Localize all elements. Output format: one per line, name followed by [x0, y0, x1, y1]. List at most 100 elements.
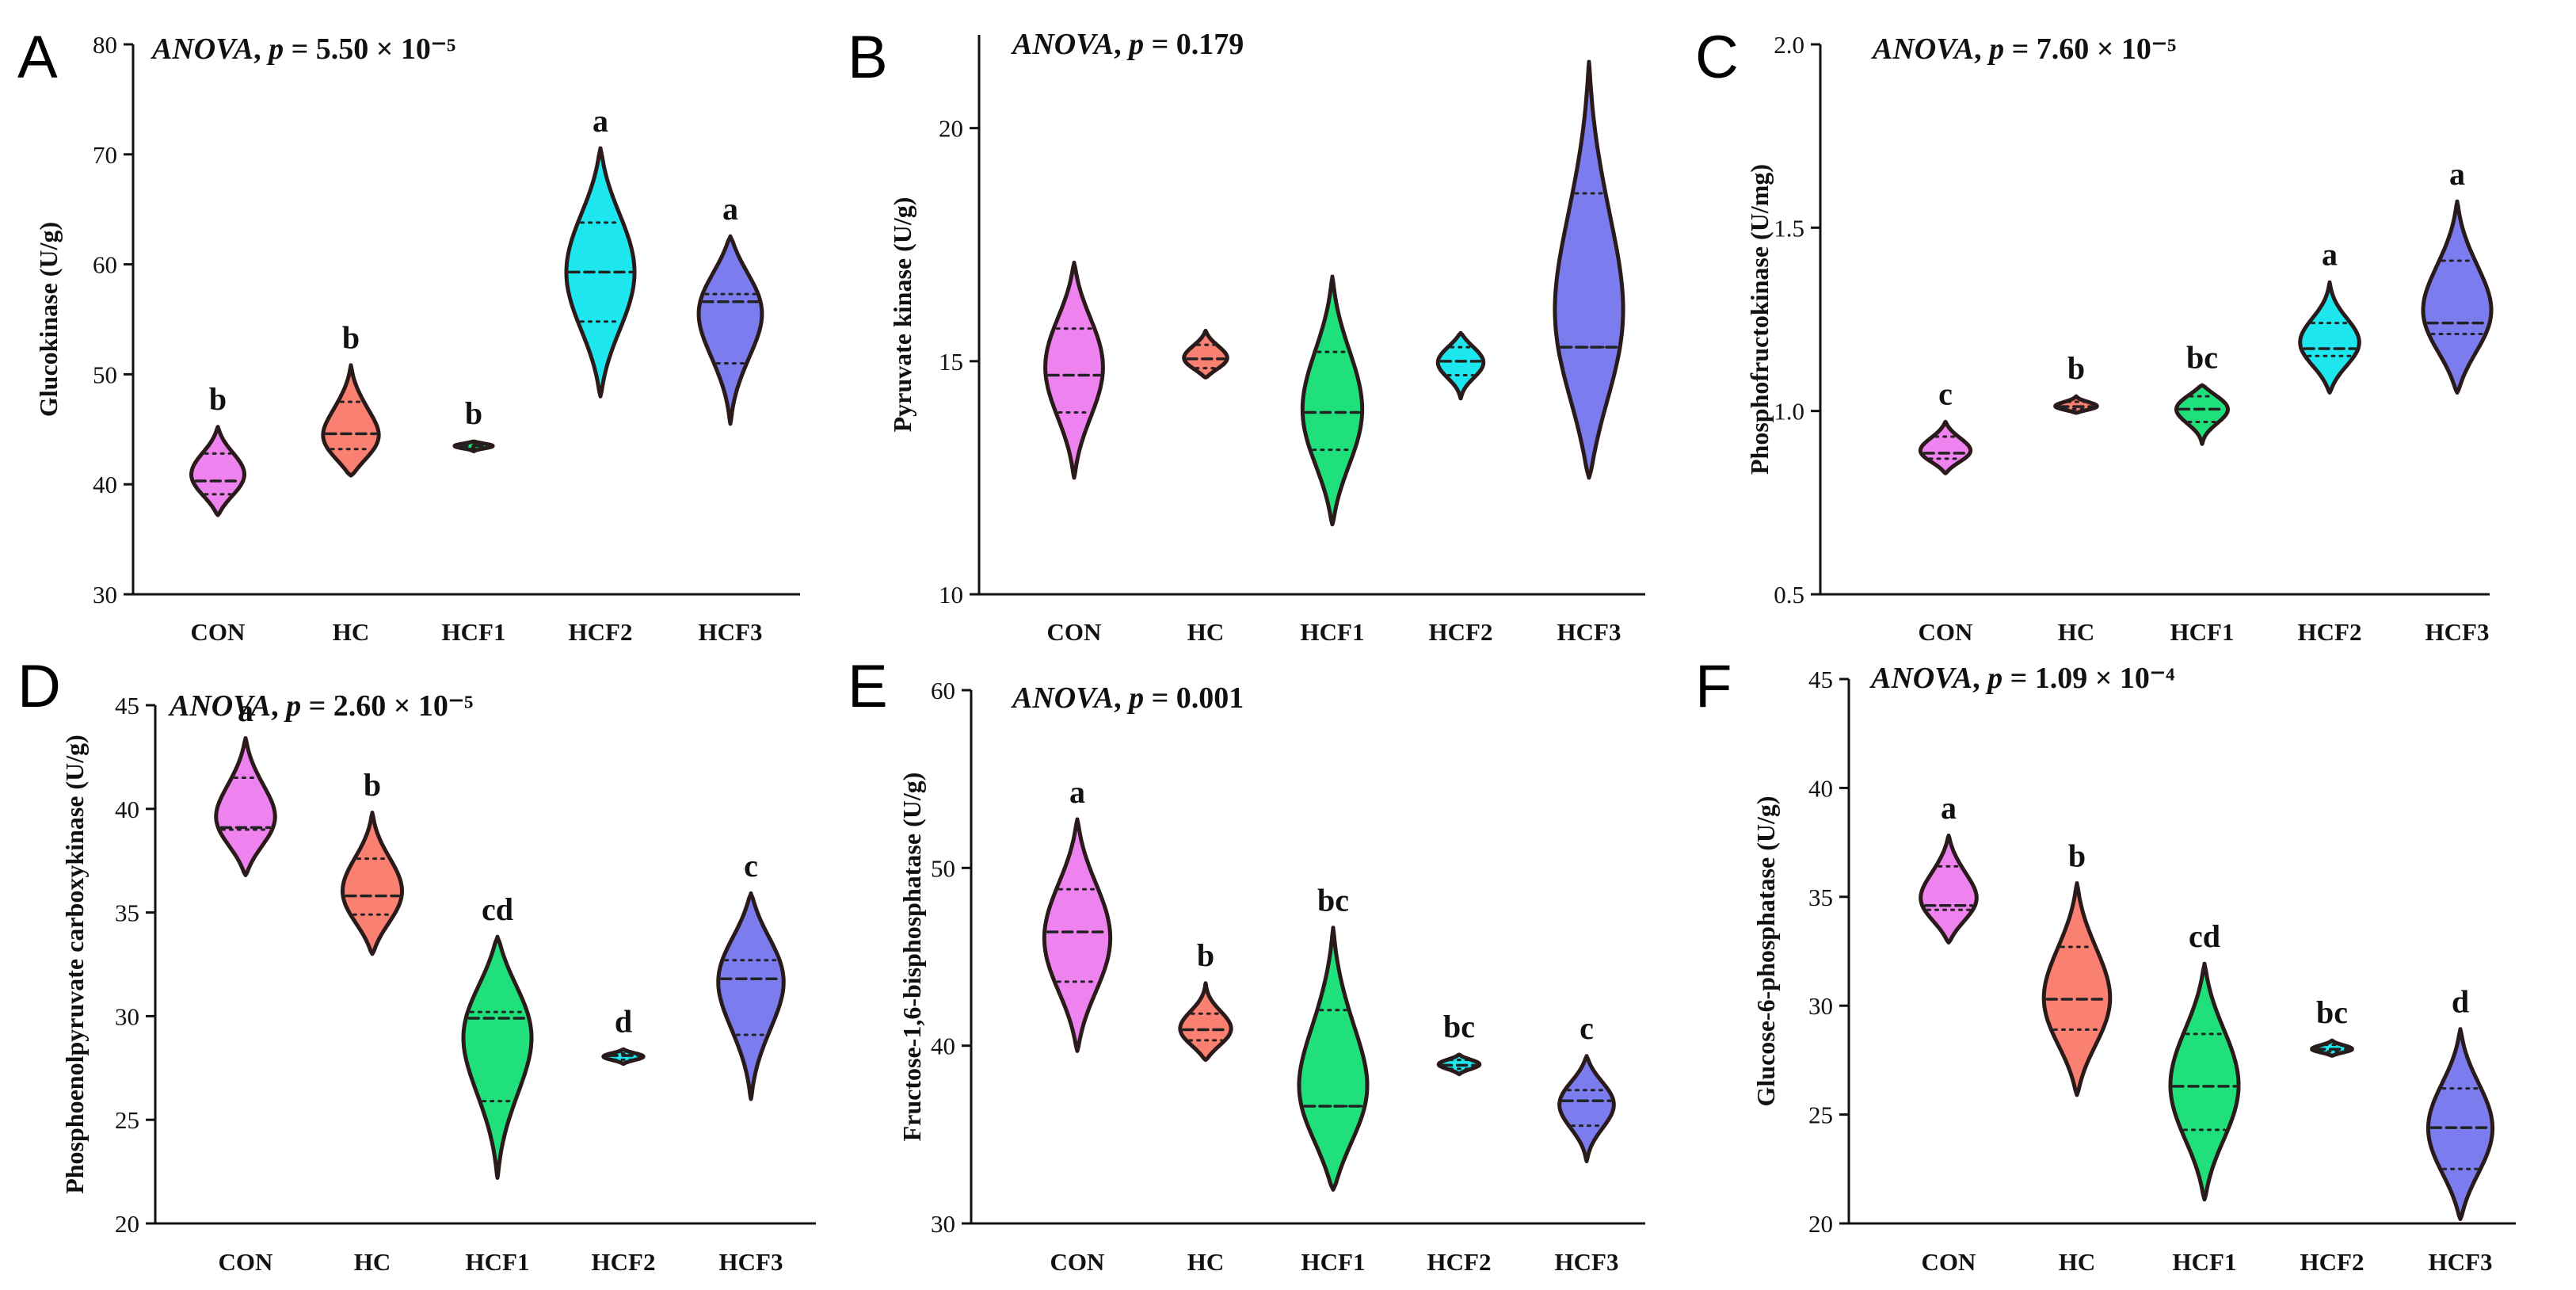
- violin-body: [1042, 817, 1113, 1053]
- violin-con: [1043, 261, 1105, 480]
- panel-letter: E: [848, 653, 888, 720]
- x-category-label: CON: [1922, 1248, 1976, 1276]
- y-tick-label: 10: [939, 581, 963, 609]
- y-tick-label: 20: [115, 1210, 139, 1238]
- violin-hc: b: [1178, 937, 1233, 1063]
- anova-sep: ,: [1114, 681, 1129, 715]
- y-tick-label: 30: [93, 581, 117, 609]
- significance-letter: b: [209, 381, 227, 417]
- violin-body: [1043, 261, 1105, 480]
- panel-letter: A: [17, 24, 58, 91]
- significance-letter: a: [238, 693, 253, 728]
- significance-letter: b: [2067, 350, 2085, 386]
- x-category-label: CON: [219, 1248, 273, 1276]
- y-axis-label: Phosphofructokinase (U/mg): [1745, 164, 1774, 475]
- anova-sep: ,: [1114, 28, 1129, 61]
- violin-body: [2041, 881, 2113, 1097]
- significance-letter: b: [1197, 937, 1214, 973]
- anova-p-value: 0.179: [1176, 28, 1244, 61]
- violin-hcf1: b: [452, 395, 495, 454]
- x-category-label: HCF2: [592, 1248, 656, 1276]
- violin-body: [214, 735, 277, 877]
- violin-body: [2425, 1027, 2495, 1221]
- x-category-label: HC: [2059, 1248, 2096, 1276]
- x-category-label: HCF3: [1555, 1248, 1619, 1276]
- violin-body: [189, 425, 246, 517]
- x-category-label: HCF1: [1301, 618, 1365, 646]
- anova-p-symbol: p: [1126, 681, 1144, 715]
- y-tick-label: 25: [115, 1106, 139, 1134]
- y-tick-label: 15: [939, 348, 963, 376]
- x-category-label: CON: [1047, 618, 1102, 646]
- significance-letter: c: [744, 848, 758, 884]
- y-tick-label: 35: [115, 899, 139, 927]
- violin-con: a: [1919, 790, 1979, 945]
- violin-body: [1300, 274, 1365, 527]
- violin-body: [1918, 419, 1973, 475]
- violin-body: [716, 891, 786, 1101]
- x-category-label: HC: [333, 618, 370, 646]
- violin-body: [1178, 981, 1233, 1063]
- significance-letter: c: [1580, 1010, 1594, 1046]
- y-tick-label: 25: [1808, 1101, 1833, 1129]
- anova-annotation: ANOVA, p = 2.60 × 10⁻⁵: [168, 689, 473, 723]
- y-tick-label: 45: [115, 692, 139, 719]
- anova-p-value: 2.60 × 10⁻⁵: [333, 689, 474, 723]
- violin-hcf1: cd: [461, 891, 534, 1180]
- y-tick-label: 50: [931, 854, 955, 882]
- x-category-label: HC: [2058, 618, 2095, 646]
- violin-hc: b: [2041, 838, 2113, 1097]
- anova-p-symbol: p: [266, 32, 284, 66]
- violin-hcf3: c: [716, 848, 786, 1101]
- significance-letter: a: [1069, 774, 1085, 810]
- violin-body: [2421, 199, 2494, 395]
- x-category-label: HCF3: [699, 618, 763, 646]
- violin-body: [2298, 280, 2361, 395]
- x-category-label: HCF2: [569, 618, 633, 646]
- anova-annotation: ANOVA, p = 1.09 × 10⁻⁴: [1869, 662, 2175, 695]
- anova-label: ANOVA: [1869, 662, 1972, 695]
- violin-hc: b: [341, 767, 404, 956]
- y-tick-label: 30: [931, 1210, 955, 1238]
- y-tick-label: 35: [1808, 884, 1833, 911]
- y-tick-label: 40: [93, 471, 117, 498]
- anova-sep: ,: [253, 32, 269, 66]
- panel-letter: C: [1695, 24, 1739, 91]
- anova-p-value: 5.50 × 10⁻⁵: [316, 32, 456, 66]
- x-category-label: HCF1: [2170, 618, 2235, 646]
- violin-body: [1553, 59, 1625, 480]
- significance-letter: bc: [1317, 883, 1349, 918]
- y-tick-label: 30: [1808, 992, 1833, 1020]
- anova-eq: =: [284, 32, 316, 66]
- x-category-label: CON: [1919, 618, 1973, 646]
- x-category-label: HCF1: [1301, 1248, 1366, 1276]
- y-axis-label: Glucose-6-phosphatase (U/g): [1751, 796, 1780, 1106]
- significance-letter: a: [722, 191, 738, 227]
- significance-letter: bc: [1443, 1009, 1475, 1044]
- significance-letter: a: [2322, 237, 2338, 273]
- y-tick-label: 20: [1808, 1210, 1833, 1238]
- violin-con: b: [189, 381, 246, 517]
- anova-eq: =: [2004, 32, 2037, 66]
- panel-letter: B: [848, 24, 888, 91]
- anova-eq: =: [301, 689, 333, 723]
- y-tick-label: 70: [93, 141, 117, 169]
- anova-annotation: ANOVA, p = 0.001: [1011, 681, 1244, 715]
- panel-a: A 30 40 50 60 70 80 Glucokinase (U/g) ANOVA, p =…: [17, 24, 800, 646]
- panel-c: C 0.5 1.0 1.5 2.0 Phosphofructokinase (U/mg) A…: [1695, 24, 2494, 646]
- violin-hcf3: a: [2421, 156, 2494, 395]
- y-axis-label: Pyruvate kinase (U/g): [888, 197, 916, 433]
- anova-p-value: 7.60 × 10⁻⁵: [2037, 32, 2177, 66]
- violin-hcf1: bc: [1297, 883, 1370, 1192]
- panel-f: F 20 25 30 35 40 45 Glucose-6-phosphatase (U/g)…: [1695, 653, 2516, 1276]
- y-tick-label: 60: [931, 677, 955, 704]
- significance-letter: d: [2452, 983, 2469, 1019]
- anova-sep: ,: [271, 689, 286, 723]
- x-category-label: HC: [354, 1248, 391, 1276]
- violin-hc: b: [321, 319, 381, 478]
- violin-body: [461, 934, 534, 1180]
- violin-hcf2: a: [2298, 237, 2361, 395]
- x-category-label: CON: [191, 618, 246, 646]
- anova-p-value: 1.09 × 10⁻⁴: [2035, 662, 2175, 695]
